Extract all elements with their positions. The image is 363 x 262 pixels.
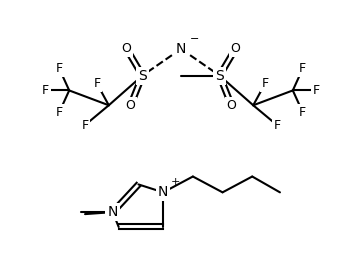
- Text: O: O: [227, 99, 236, 112]
- Text: F: F: [262, 77, 269, 90]
- Text: O: O: [122, 42, 131, 55]
- Text: F: F: [56, 106, 63, 119]
- Text: F: F: [93, 77, 101, 90]
- Text: O: O: [126, 99, 135, 112]
- Text: N: N: [176, 42, 186, 56]
- Text: +: +: [171, 177, 180, 187]
- Text: −: −: [190, 34, 199, 44]
- Text: S: S: [215, 69, 224, 83]
- Text: F: F: [81, 119, 89, 132]
- Text: F: F: [42, 84, 49, 97]
- Text: S: S: [138, 69, 147, 83]
- Text: O: O: [231, 42, 240, 55]
- Text: F: F: [299, 62, 306, 75]
- Text: F: F: [56, 62, 63, 75]
- Text: N: N: [107, 205, 118, 219]
- Text: F: F: [313, 84, 320, 97]
- Text: F: F: [299, 106, 306, 119]
- Text: F: F: [273, 119, 281, 132]
- Text: N: N: [158, 185, 168, 199]
